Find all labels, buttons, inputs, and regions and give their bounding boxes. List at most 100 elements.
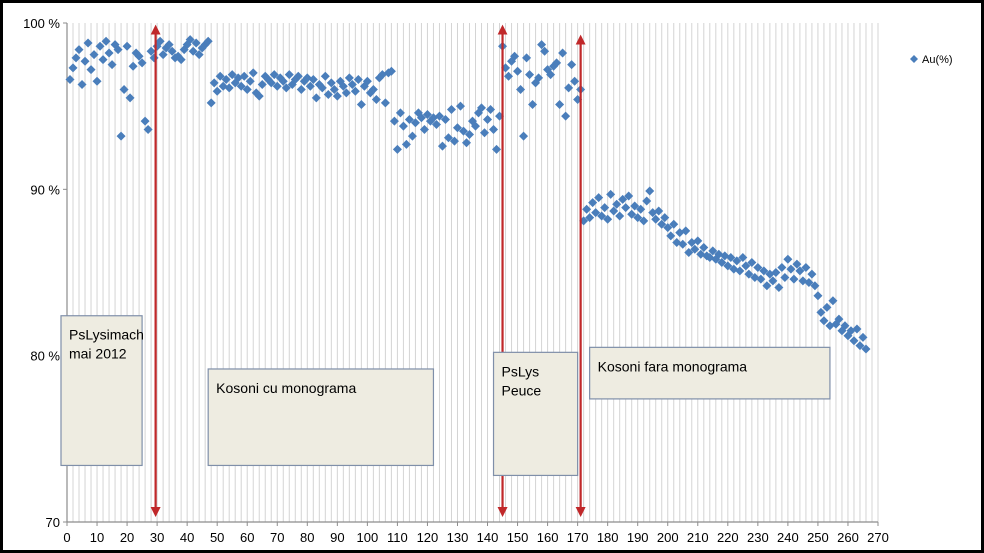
data-point — [516, 85, 526, 95]
x-tick-label: 40 — [180, 530, 194, 545]
data-point — [194, 50, 204, 60]
data-point — [780, 272, 790, 282]
data-point — [239, 71, 249, 81]
data-point — [744, 269, 754, 279]
data-point — [735, 266, 745, 276]
x-tick-label: 130 — [447, 530, 469, 545]
annotation-label: PsLys Peuce — [502, 363, 542, 398]
data-point — [684, 248, 694, 258]
data-point — [477, 103, 487, 113]
series-au — [65, 35, 871, 354]
data-point — [615, 211, 625, 221]
annotation-box — [589, 346, 831, 400]
data-point — [416, 113, 426, 123]
data-point — [822, 302, 832, 312]
axes — [63, 22, 879, 526]
data-point — [308, 75, 318, 85]
data-point — [353, 75, 363, 85]
data-point — [624, 191, 634, 201]
legend-label: Au(%) — [922, 54, 953, 66]
data-point — [591, 208, 601, 218]
data-point — [828, 296, 838, 306]
data-point — [164, 40, 174, 50]
data-point — [783, 254, 793, 264]
data-point — [660, 213, 670, 223]
data-point — [738, 253, 748, 263]
data-point — [639, 216, 649, 226]
y-tick-label: 100 % — [23, 16, 60, 31]
data-point — [404, 114, 414, 124]
x-tick-label: 180 — [597, 530, 619, 545]
data-point — [630, 201, 640, 211]
data-point — [104, 48, 114, 58]
data-point — [525, 70, 535, 80]
x-tick-label: 250 — [807, 530, 829, 545]
data-point — [699, 243, 709, 253]
data-point — [206, 98, 216, 108]
data-point — [410, 118, 420, 128]
annotation-label: PsLysimach mai 2012 — [69, 327, 144, 362]
data-point — [564, 83, 574, 93]
data-point — [95, 41, 105, 51]
x-tick-label: 220 — [717, 530, 739, 545]
annotation-box — [492, 351, 579, 477]
x-tick-label: 70 — [270, 530, 284, 545]
data-point — [395, 108, 405, 118]
x-tick-label: 210 — [687, 530, 709, 545]
data-point — [840, 321, 850, 331]
data-point — [386, 66, 396, 76]
data-point — [341, 88, 351, 98]
data-point — [804, 277, 814, 287]
data-point — [708, 246, 718, 256]
data-point — [855, 341, 865, 351]
data-point — [801, 263, 811, 273]
data-point — [125, 93, 135, 103]
data-point — [158, 50, 168, 60]
data-point — [107, 60, 117, 70]
data-point — [368, 85, 378, 95]
data-point — [167, 46, 177, 56]
data-point — [242, 85, 252, 95]
data-point — [762, 281, 772, 291]
data-point — [245, 76, 255, 86]
x-tick-label: 160 — [537, 530, 559, 545]
data-point — [272, 81, 282, 91]
data-point — [326, 78, 336, 88]
data-point — [681, 226, 691, 236]
data-point — [347, 80, 357, 90]
x-tick-label: 100 — [357, 530, 379, 545]
data-point — [419, 124, 429, 134]
x-tick-label: 200 — [657, 530, 679, 545]
data-point — [522, 53, 532, 63]
data-point — [452, 123, 462, 133]
data-point — [528, 100, 538, 110]
x-tick-label: 140 — [477, 530, 499, 545]
data-point — [461, 138, 471, 148]
data-point — [618, 194, 628, 204]
data-point — [858, 332, 868, 342]
data-point — [726, 253, 736, 263]
data-point — [546, 70, 556, 80]
x-tick-label: 90 — [330, 530, 344, 545]
data-point — [407, 131, 417, 141]
data-point — [747, 258, 757, 268]
data-point — [98, 55, 108, 65]
data-point — [236, 81, 246, 91]
data-point — [65, 75, 75, 85]
data-point — [437, 141, 447, 151]
data-point — [269, 70, 279, 80]
data-point — [440, 114, 450, 124]
data-point — [293, 71, 303, 81]
data-point — [464, 129, 474, 139]
data-point — [777, 263, 787, 273]
annotations: PsLysimach mai 2012 Kosoni cu monograma PsL… — [60, 315, 831, 477]
data-point — [320, 71, 330, 81]
data-point — [471, 121, 481, 131]
data-point — [254, 91, 264, 101]
data-point — [311, 93, 321, 103]
data-point — [380, 98, 390, 108]
data-point — [717, 258, 727, 268]
data-point — [669, 219, 679, 229]
data-point — [756, 274, 766, 284]
data-point — [113, 45, 123, 55]
